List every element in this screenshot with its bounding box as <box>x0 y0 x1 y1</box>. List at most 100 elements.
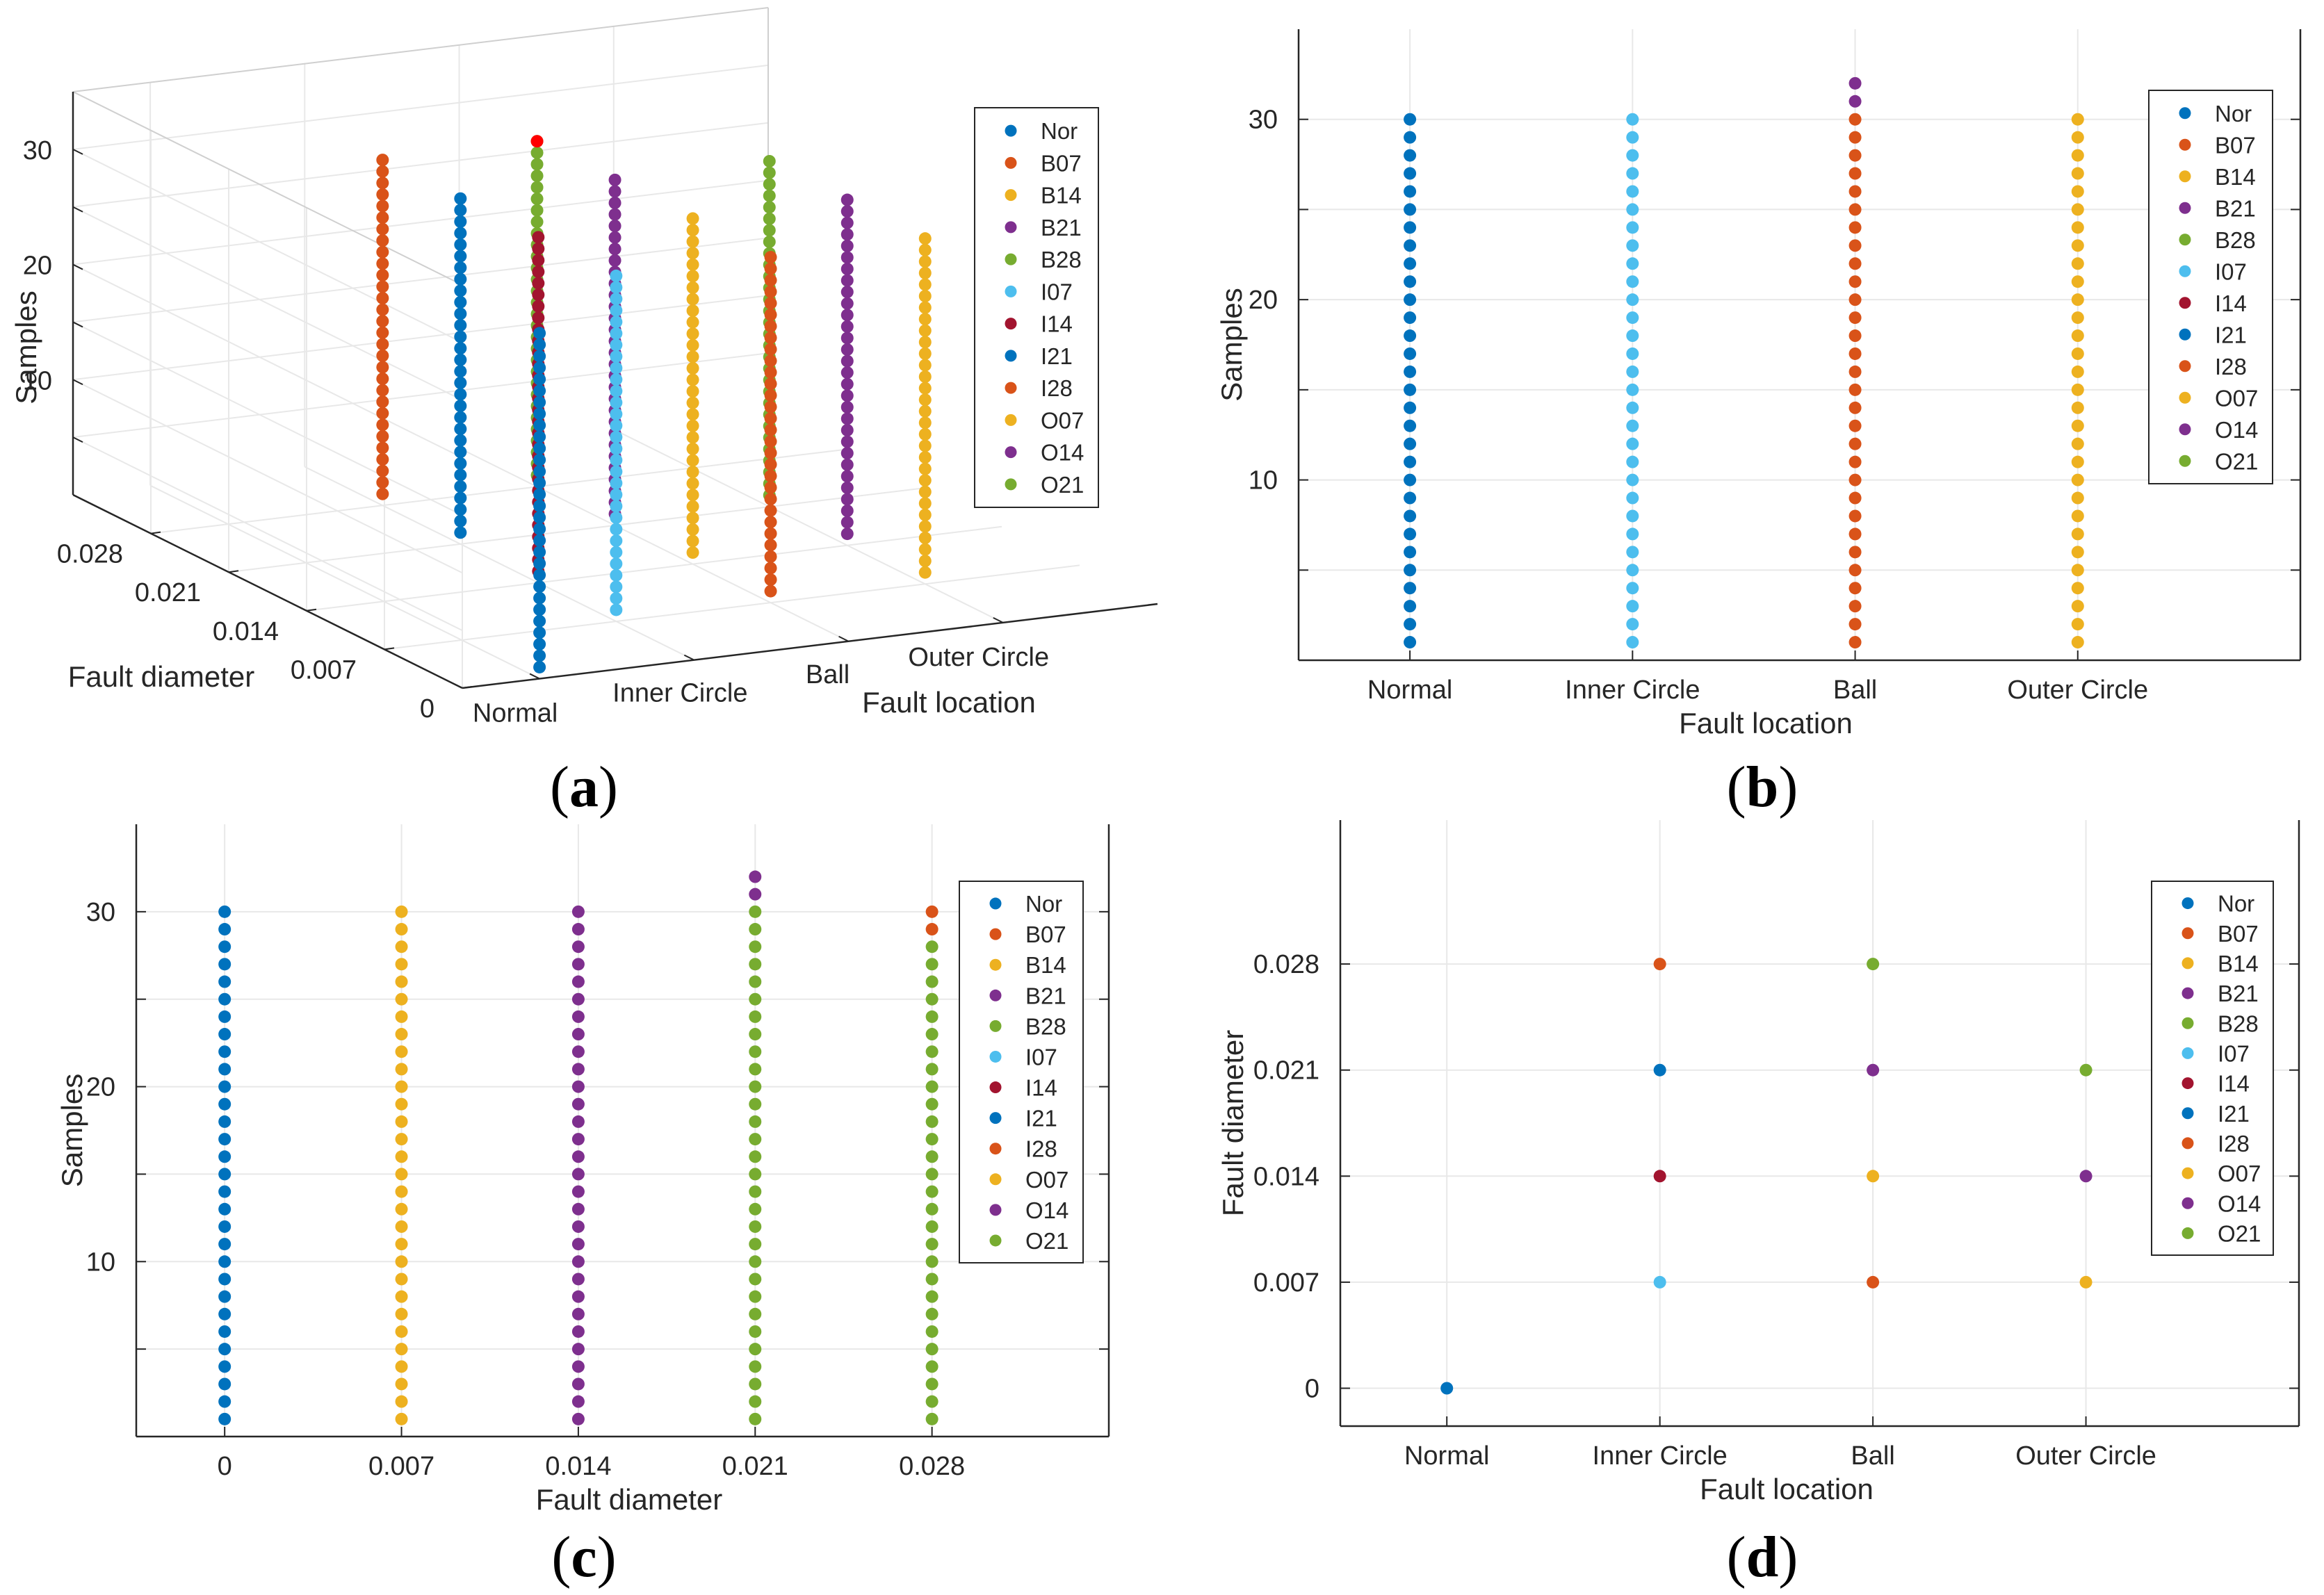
legend-label-b28: B28 <box>2215 227 2256 253</box>
grid-line <box>72 352 769 439</box>
point-o21 <box>763 224 776 237</box>
point-i28 <box>376 177 389 190</box>
point-o21 <box>749 1150 762 1163</box>
point-o21 <box>749 1045 762 1058</box>
point-i21 <box>454 307 467 320</box>
point-b21 <box>749 888 762 901</box>
x-tick-label: 0 <box>218 1452 232 1481</box>
point-o07 <box>918 543 932 556</box>
point-i07 <box>610 338 623 352</box>
point-o07 <box>918 462 932 475</box>
point-o14 <box>571 1063 585 1076</box>
point-o07 <box>918 290 932 303</box>
point-o21 <box>763 154 776 167</box>
point-b07 <box>764 308 777 321</box>
point-o07 <box>395 992 408 1006</box>
point-b28 <box>925 1238 938 1251</box>
point-o21 <box>763 189 776 202</box>
point-i28 <box>925 905 938 918</box>
point-i07 <box>610 419 623 432</box>
legend-marker-b28 <box>989 1020 1002 1032</box>
point-nor <box>533 569 546 582</box>
point-b28 <box>925 1150 938 1163</box>
grid-line <box>613 428 1004 623</box>
point-o07 <box>918 555 932 568</box>
legend-marker-b28 <box>2179 234 2191 246</box>
point-b14 <box>686 523 699 536</box>
point-o07 <box>395 1360 408 1373</box>
point-i21 <box>454 423 467 436</box>
point-o14 <box>571 958 585 971</box>
point-i14 <box>532 300 545 313</box>
point-i14 <box>532 254 545 267</box>
point-o07 <box>395 1307 408 1320</box>
grid-line <box>72 295 769 381</box>
legend-marker-i28 <box>2179 360 2191 373</box>
point-nor <box>533 373 546 386</box>
point-b21 <box>608 173 621 186</box>
legend-label-i21: I21 <box>1041 343 1073 369</box>
y-tick <box>462 686 473 689</box>
point-o14 <box>840 400 854 414</box>
legend-box <box>2148 90 2273 484</box>
point-o14 <box>840 228 854 241</box>
z-tick <box>72 206 83 213</box>
point-i28 <box>376 418 389 432</box>
point-nor <box>1404 401 1417 414</box>
point-i21 <box>454 227 467 240</box>
point-i28 <box>376 452 389 466</box>
point-i07 <box>1626 455 1639 468</box>
point-o07 <box>2071 582 2084 595</box>
point-nor <box>533 395 546 409</box>
point-nor <box>1404 329 1417 343</box>
point-o21 <box>749 1238 762 1251</box>
y-tick-label: 0.014 <box>213 617 279 646</box>
point-b07 <box>1848 203 1862 216</box>
y-axis-label: Samples <box>1215 288 1248 401</box>
point-nor <box>218 1412 231 1425</box>
legend-marker-b14 <box>2179 170 2191 183</box>
point-i07 <box>1626 600 1639 613</box>
point-b28 <box>925 1063 938 1076</box>
point-b21 <box>608 231 621 244</box>
point-i21 <box>454 388 467 401</box>
grid-line <box>459 447 850 642</box>
point-o21 <box>749 1395 762 1408</box>
x-tick-label: Normal <box>1404 1441 1489 1471</box>
point-i07 <box>610 465 623 478</box>
legend-marker-o07 <box>2179 391 2191 404</box>
point-nor <box>218 1360 231 1373</box>
point-o07 <box>918 416 932 430</box>
legend-box <box>959 881 1084 1263</box>
point-b07 <box>764 354 777 368</box>
grid-line <box>72 237 769 323</box>
point-b28 <box>925 1097 938 1111</box>
point-b07 <box>1848 600 1862 613</box>
point-i07 <box>610 500 623 513</box>
point-o07 <box>2071 149 2084 162</box>
point-nor <box>1404 149 1417 162</box>
x-tick <box>529 673 540 680</box>
legend-marker-o07 <box>1005 414 1017 426</box>
grid-line <box>149 484 540 680</box>
point-b07 <box>1848 347 1862 360</box>
point-i14 <box>532 311 545 325</box>
point-nor <box>533 430 546 443</box>
point-nor <box>1404 131 1417 144</box>
point-o14 <box>840 516 854 529</box>
point-o14 <box>571 1325 585 1338</box>
point-b28 <box>925 1273 938 1286</box>
legend-label-i07: I07 <box>1025 1044 1057 1070</box>
point-o21 <box>749 1360 762 1373</box>
legend-marker-i28 <box>2181 1137 2194 1150</box>
point-o07 <box>918 278 932 291</box>
point-b28 <box>925 1255 938 1268</box>
point-o21 <box>749 1377 762 1391</box>
point-i07 <box>1626 473 1639 486</box>
point-i07 <box>1626 419 1639 432</box>
point-b28 <box>530 158 544 171</box>
point-o07 <box>2071 491 2084 505</box>
panel-caption: (b) <box>1727 755 1798 819</box>
point-o07 <box>395 940 408 954</box>
